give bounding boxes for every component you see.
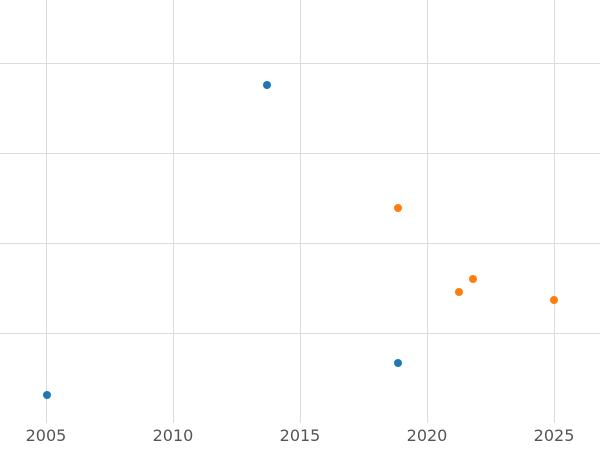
horizontal-gridline <box>0 63 600 64</box>
horizontal-gridline <box>0 153 600 154</box>
x-tick-label: 2025 <box>533 426 575 445</box>
vertical-gridline <box>554 0 556 423</box>
horizontal-gridline <box>0 333 600 334</box>
vertical-gridline <box>45 0 47 423</box>
horizontal-gridline <box>0 243 600 244</box>
vertical-gridline <box>427 0 428 423</box>
x-tick-label: 2020 <box>406 426 448 445</box>
x-axis: 2005 2010 2015 2020 2025 <box>0 423 600 450</box>
orange-series-point <box>468 275 477 283</box>
orange-series-point <box>393 203 402 212</box>
orange-series-point <box>550 295 559 304</box>
x-tick-label: 2015 <box>279 426 321 445</box>
vertical-gridline <box>172 0 174 423</box>
x-tick-label: 2010 <box>152 426 194 445</box>
orange-series-point <box>454 287 463 296</box>
x-tick-label: 2005 <box>25 426 67 445</box>
blue-series-point <box>262 80 271 89</box>
blue-series-point <box>43 391 52 400</box>
plot-area <box>0 0 600 423</box>
vertical-gridline <box>300 0 301 423</box>
blue-series-point <box>393 358 402 367</box>
